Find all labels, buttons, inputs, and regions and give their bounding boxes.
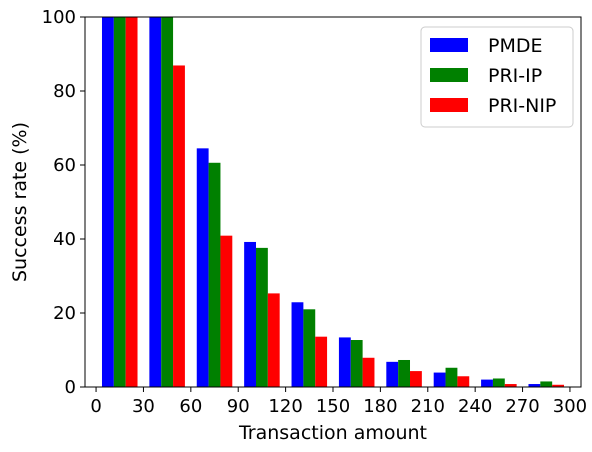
x-tick-label-150: 150: [316, 396, 350, 417]
bar-pri-nip-255: [504, 384, 517, 387]
bar-pri-ip-75: [208, 162, 221, 387]
legend-swatch-pri-ip: [430, 68, 468, 82]
bar-pri-ip-105: [255, 247, 268, 387]
y-axis-ticks: 0 20 40 60 80 100: [42, 7, 85, 398]
legend-label-pmde: PMDE: [488, 35, 543, 57]
y-tick-label-80: 80: [53, 81, 76, 102]
x-tick-label-240: 240: [458, 396, 492, 417]
legend: PMDE PRI-IP PRI-NIP: [420, 26, 574, 128]
legend-label-pri-nip: PRI-NIP: [488, 95, 556, 117]
y-tick-label-100: 100: [42, 7, 76, 28]
bar-pri-nip-165: [362, 357, 375, 387]
x-tick-label-0: 0: [90, 396, 101, 417]
bar-pri-ip-225: [445, 367, 458, 387]
bar-pmde-75: [196, 148, 209, 387]
bar-pri-ip-255: [492, 378, 505, 387]
bar-pmde-165: [338, 337, 351, 387]
y-tick-label-40: 40: [53, 229, 76, 250]
bars-group: [101, 17, 565, 387]
x-tick-label-300: 300: [553, 396, 587, 417]
bar-pmde-105: [244, 241, 256, 387]
bar-pmde-195: [386, 361, 399, 387]
x-tick-label-180: 180: [363, 396, 397, 417]
bar-pri-nip-45: [173, 65, 185, 387]
legend-label-pri-ip: PRI-IP: [488, 65, 542, 87]
bar-pri-nip-135: [315, 336, 328, 387]
bar-pri-ip-45: [161, 17, 174, 387]
x-tick-label-30: 30: [132, 396, 155, 417]
y-tick-label-20: 20: [53, 303, 76, 324]
y-tick-label-60: 60: [53, 155, 76, 176]
x-tick-label-270: 270: [505, 396, 539, 417]
bar-pri-ip-195: [398, 359, 411, 387]
x-tick-label-60: 60: [179, 396, 202, 417]
bar-pri-ip-285: [540, 381, 553, 387]
bar-pmde-225: [433, 372, 446, 387]
plot-frame: [84, 16, 582, 388]
x-tick-label-120: 120: [268, 396, 302, 417]
bar-pmde-285: [528, 384, 541, 387]
bar-pri-nip-15: [125, 17, 138, 387]
bar-pri-nip-75: [220, 235, 233, 387]
bar-pmde-135: [291, 302, 304, 387]
x-tick-label-210: 210: [411, 396, 445, 417]
bar-pri-ip-135: [303, 309, 316, 387]
legend-swatch-pri-nip: [430, 98, 468, 112]
legend-swatch-pmde: [430, 38, 468, 52]
y-tick-label-0: 0: [65, 377, 76, 398]
x-axis-ticks: 0 30 60 90 120 150 180 210 240 270 300: [90, 387, 587, 417]
y-axis-label: Success rate (%): [9, 122, 31, 282]
bar-pri-nip-195: [410, 371, 422, 387]
x-tick-label-90: 90: [227, 396, 250, 417]
bar-pri-nip-285: [552, 384, 565, 387]
bar-pmde-255: [481, 379, 493, 387]
bar-pri-nip-105: [267, 293, 280, 387]
bar-pmde-15: [101, 17, 114, 387]
x-axis-label: Transaction amount: [238, 422, 427, 444]
bar-pri-ip-15: [113, 17, 126, 387]
bar-pri-nip-225: [457, 376, 470, 387]
bar-pri-ip-165: [350, 340, 363, 387]
bar-pmde-45: [149, 17, 162, 387]
